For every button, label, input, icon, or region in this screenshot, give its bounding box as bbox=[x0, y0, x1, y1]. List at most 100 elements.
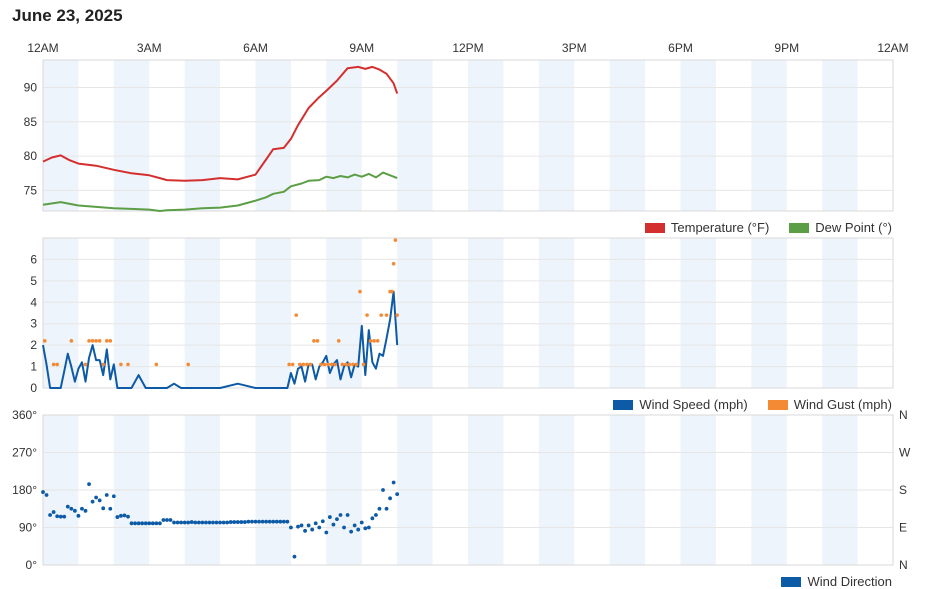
gust-point bbox=[390, 289, 394, 294]
direction-point bbox=[335, 517, 339, 522]
legend-item-wind-direction[interactable]: Wind Direction bbox=[781, 574, 892, 589]
gust-point bbox=[97, 339, 102, 343]
legend-label-wind-gust: Wind Gust (mph) bbox=[793, 397, 892, 412]
wind-gust-swatch bbox=[767, 399, 788, 410]
gust-point bbox=[340, 362, 345, 367]
compass-label: N bbox=[899, 558, 908, 572]
direction-point bbox=[119, 513, 123, 518]
direction-point bbox=[320, 519, 325, 524]
y-tick-label: 80 bbox=[24, 149, 38, 163]
direction-point bbox=[65, 504, 70, 509]
direction-point bbox=[111, 494, 116, 499]
temperature-legend: Temperature (°F) Dew Point (°) bbox=[625, 220, 892, 235]
direction-point bbox=[246, 519, 251, 524]
direction-point bbox=[143, 521, 148, 526]
direction-point bbox=[58, 514, 63, 519]
direction-point bbox=[370, 516, 375, 521]
hour-band bbox=[184, 60, 221, 211]
direction-point bbox=[90, 499, 95, 504]
direction-point bbox=[345, 513, 350, 517]
hour-band bbox=[184, 238, 221, 388]
hour-band bbox=[680, 60, 716, 211]
gust-point bbox=[90, 339, 95, 343]
direction-point bbox=[214, 520, 219, 525]
direction-point bbox=[306, 523, 311, 528]
plot-frame bbox=[42, 414, 894, 566]
gust-point bbox=[333, 362, 337, 367]
direction-point bbox=[324, 530, 329, 535]
gust-point bbox=[297, 362, 302, 367]
direction-point bbox=[115, 515, 120, 519]
direction-point bbox=[150, 521, 155, 526]
direction-point bbox=[313, 521, 318, 526]
direction-point bbox=[239, 520, 244, 524]
direction-point bbox=[133, 521, 137, 526]
gust-point bbox=[119, 362, 123, 367]
gust-point bbox=[372, 339, 376, 343]
gust-point bbox=[55, 362, 59, 367]
direction-point bbox=[211, 520, 215, 525]
direction-point bbox=[331, 522, 336, 527]
direction-point bbox=[193, 520, 198, 525]
x-tick-label: 12PM bbox=[452, 41, 483, 55]
legend-item-temperature[interactable]: Temperature (°F) bbox=[644, 220, 769, 235]
y-tick-label: 85 bbox=[24, 115, 38, 129]
direction-point bbox=[83, 508, 88, 513]
gust-point bbox=[83, 362, 88, 367]
legend-item-dew-point[interactable]: Dew Point (°) bbox=[789, 220, 892, 235]
hour-band bbox=[255, 60, 291, 211]
direction-point bbox=[154, 521, 159, 526]
direction-point bbox=[257, 519, 261, 524]
gust-point bbox=[301, 362, 306, 367]
direction-point bbox=[161, 518, 166, 522]
y-tick-label: 3 bbox=[30, 317, 37, 331]
gust-point bbox=[126, 362, 130, 367]
wind-direction-swatch bbox=[781, 576, 802, 587]
direction-point bbox=[391, 480, 396, 485]
y-tick-label: 1 bbox=[30, 360, 37, 374]
legend-item-wind-speed[interactable]: Wind Speed (mph) bbox=[613, 397, 748, 412]
hour-band bbox=[609, 238, 646, 388]
direction-point bbox=[80, 506, 84, 511]
compass-label: N bbox=[899, 408, 908, 422]
legend-item-wind-gust[interactable]: Wind Gust (mph) bbox=[767, 397, 892, 412]
direction-point bbox=[281, 519, 286, 524]
gust-point bbox=[51, 362, 56, 367]
hour-band bbox=[538, 60, 575, 211]
hour-band bbox=[680, 238, 716, 388]
gust-point bbox=[329, 362, 334, 367]
y-tick-label: 360° bbox=[12, 408, 37, 422]
direction-point bbox=[172, 520, 176, 525]
gust-point bbox=[354, 362, 359, 367]
hour-band bbox=[751, 238, 787, 388]
gust-point bbox=[375, 339, 380, 343]
gust-point bbox=[154, 362, 159, 367]
gust-point bbox=[308, 362, 313, 367]
direction-point bbox=[384, 506, 389, 511]
hour-band bbox=[468, 238, 504, 388]
direction-point bbox=[349, 529, 354, 534]
direction-point bbox=[104, 493, 109, 497]
direction-point bbox=[363, 526, 368, 531]
direction-point bbox=[182, 520, 187, 525]
compass-label: E bbox=[899, 521, 907, 535]
direction-point bbox=[165, 518, 169, 522]
gust-point bbox=[312, 339, 316, 343]
direction-point bbox=[271, 519, 276, 524]
hour-band bbox=[43, 238, 79, 388]
gust-point bbox=[395, 313, 399, 317]
chart-panel-1 bbox=[42, 59, 894, 212]
y-tick-label: 2 bbox=[30, 338, 37, 352]
gust-point bbox=[368, 339, 373, 343]
direction-point bbox=[250, 519, 254, 524]
direction-point bbox=[200, 520, 205, 525]
gust-point bbox=[322, 362, 327, 367]
temperature-line bbox=[42, 65, 399, 182]
dew-point-line bbox=[42, 171, 398, 212]
x-tick-label: 9AM bbox=[349, 41, 374, 55]
direction-point bbox=[97, 498, 102, 503]
direction-point bbox=[342, 525, 346, 530]
y-tick-label: 0 bbox=[30, 381, 37, 395]
direction-point bbox=[235, 520, 240, 524]
x-tick-label: 3AM bbox=[137, 41, 162, 55]
